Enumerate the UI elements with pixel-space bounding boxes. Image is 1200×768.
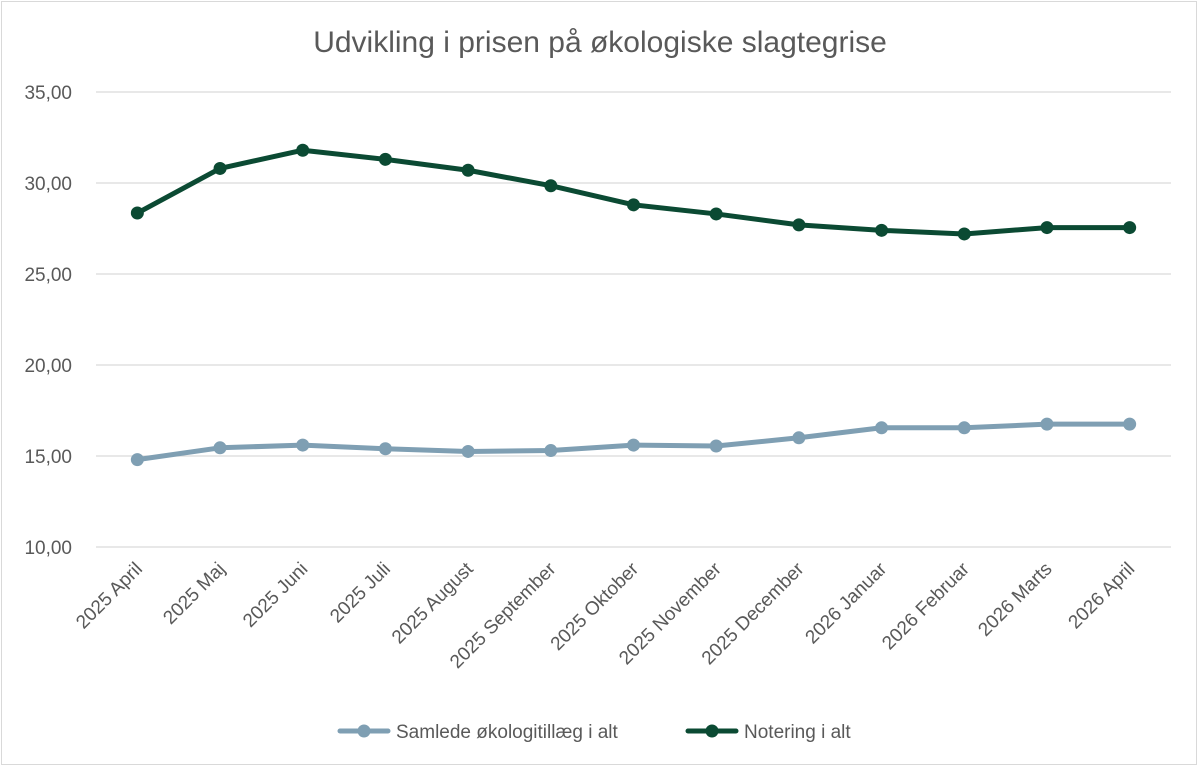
data-point: [544, 179, 558, 193]
data-point: [875, 421, 889, 435]
data-point: [709, 439, 723, 453]
x-tick-label: 2025 April: [72, 559, 147, 634]
series-0: [130, 417, 1137, 467]
series-line: [134, 147, 1133, 237]
y-axis-ticks: 10,00 15,00 20,00 25,00 30,00 35,00: [24, 83, 72, 559]
x-tick-label: 2025 August: [388, 558, 478, 648]
x-tick-label: 2025 Maj: [159, 559, 229, 629]
data-point: [378, 442, 392, 456]
data-point: [1040, 417, 1054, 431]
legend-label: Notering i alt: [744, 722, 851, 743]
y-tick-label: 15,00: [24, 447, 72, 468]
series-1: [130, 143, 1137, 241]
data-point: [1040, 221, 1054, 235]
y-tick-label: 30,00: [24, 174, 72, 195]
x-tick-label: 2026 Marts: [974, 559, 1056, 641]
legend-marker: [705, 724, 719, 738]
x-tick-label: 2026 Januar: [802, 558, 892, 648]
data-point: [378, 152, 392, 166]
y-tick-label: 10,00: [24, 538, 72, 559]
x-tick-label: 2026 Februar: [878, 558, 974, 654]
data-point: [296, 438, 310, 452]
x-tick-label: 2025 Juni: [239, 559, 312, 632]
data-point: [130, 206, 144, 220]
gridlines: [96, 91, 1171, 548]
series-lines: [130, 143, 1137, 467]
data-point: [296, 143, 310, 157]
legend-marker: [357, 724, 371, 738]
chart-title: Udvikling i prisen på økologiske slagteg…: [313, 26, 887, 59]
x-tick-label: 2025 Juli: [326, 559, 395, 628]
data-point: [130, 453, 144, 467]
x-tick-label: 2026 April: [1065, 559, 1140, 634]
data-point: [875, 223, 889, 237]
data-point: [1123, 417, 1137, 431]
data-point: [461, 444, 475, 458]
data-point: [792, 431, 806, 445]
data-point: [627, 438, 640, 452]
data-point: [957, 421, 971, 435]
legend-item: Notering i alt: [685, 722, 851, 743]
data-point: [544, 444, 558, 458]
y-tick-label: 20,00: [24, 356, 72, 377]
data-point: [792, 218, 806, 232]
data-point: [627, 198, 640, 212]
legend: Samlede økologitillæg i alt Notering i al…: [337, 722, 851, 743]
y-tick-label: 35,00: [24, 83, 72, 104]
data-point: [213, 441, 227, 455]
legend-label: Samlede økologitillæg i alt: [396, 722, 618, 743]
y-tick-label: 25,00: [24, 265, 72, 286]
data-point: [461, 163, 475, 177]
data-point: [1123, 221, 1137, 235]
data-point: [709, 207, 723, 221]
legend-item: Samlede økologitillæg i alt: [337, 722, 618, 743]
x-axis-ticks: 2025 April 2025 Maj 2025 Juni 2025 Juli2025…: [72, 558, 1139, 673]
data-point: [957, 227, 971, 241]
data-point: [213, 161, 227, 175]
